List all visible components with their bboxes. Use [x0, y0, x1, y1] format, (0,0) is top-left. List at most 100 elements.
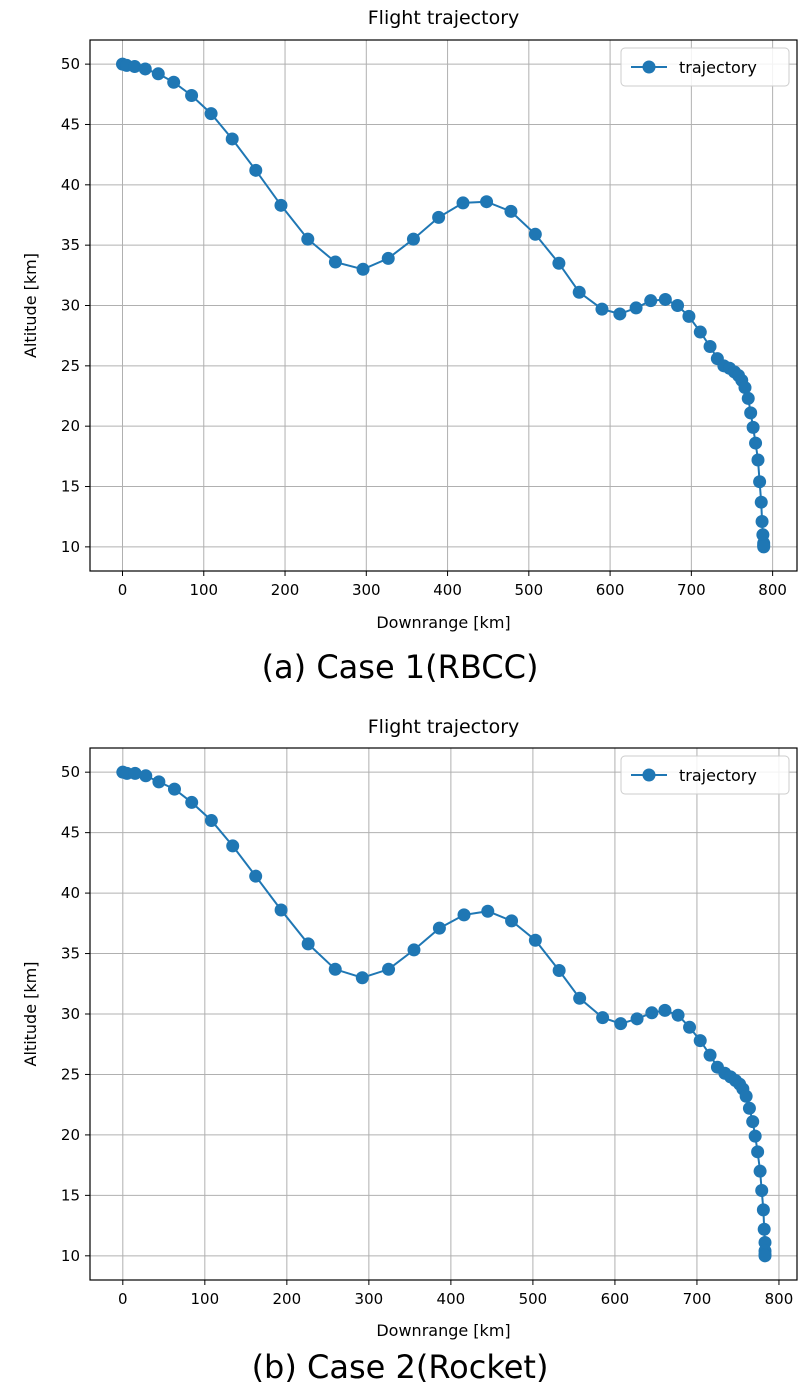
data-point: [755, 1184, 769, 1198]
x-tick-label: 200: [271, 581, 300, 599]
data-point: [505, 914, 519, 928]
data-point: [274, 903, 288, 917]
y-tick-label: 10: [61, 1247, 80, 1265]
data-point: [528, 227, 542, 241]
data-point: [204, 814, 218, 828]
data-point: [758, 1249, 772, 1263]
data-point: [753, 475, 767, 489]
y-tick-label: 30: [61, 297, 80, 315]
data-point: [185, 89, 199, 103]
y-tick-label: 35: [61, 945, 80, 963]
data-point: [432, 210, 446, 224]
y-tick-label: 40: [61, 884, 80, 902]
x-axis-label: Downrange [km]: [376, 613, 510, 632]
data-point: [596, 1011, 610, 1025]
data-point: [751, 453, 765, 467]
x-tick-label: 300: [355, 1290, 384, 1308]
data-point: [741, 391, 755, 405]
data-point: [504, 204, 518, 218]
chart-title: Flight trajectory: [368, 7, 520, 29]
y-tick-label: 40: [61, 176, 80, 194]
y-tick-label: 50: [61, 763, 80, 781]
y-tick-label: 35: [61, 236, 80, 254]
x-tick-label: 0: [118, 581, 128, 599]
x-tick-label: 100: [189, 581, 218, 599]
data-point: [356, 262, 370, 276]
data-point: [630, 1012, 644, 1026]
data-point: [152, 775, 166, 789]
data-point: [185, 795, 199, 809]
y-tick-label: 45: [61, 824, 80, 842]
data-point: [671, 1008, 685, 1022]
x-axis-label: Downrange [km]: [376, 1321, 510, 1340]
x-tick-label: 100: [191, 1290, 220, 1308]
data-point: [671, 299, 685, 312]
data-point: [738, 381, 752, 395]
data-point: [644, 294, 658, 308]
legend-label: trajectory: [679, 58, 757, 77]
x-tick-label: 700: [677, 581, 706, 599]
data-point: [406, 232, 420, 246]
data-point: [754, 495, 768, 509]
legend-marker-swatch: [642, 60, 656, 74]
legend-box: [620, 47, 790, 87]
legend: trajectory: [620, 47, 790, 87]
data-point: [753, 1164, 767, 1178]
figure-caption: (b) Case 2(Rocket): [252, 1348, 549, 1386]
data-point: [552, 256, 566, 270]
data-point: [138, 62, 152, 76]
data-point: [151, 67, 165, 81]
data-point: [595, 302, 609, 316]
y-tick-label: 25: [61, 357, 80, 375]
y-axis-label: Altitude [km]: [21, 253, 40, 358]
data-point: [225, 132, 239, 146]
data-point: [748, 1129, 762, 1143]
data-point: [693, 1034, 707, 1048]
data-point: [274, 198, 288, 212]
y-tick-label: 30: [61, 1005, 80, 1023]
data-point: [204, 107, 218, 121]
data-point: [407, 943, 421, 957]
x-tick-label: 0: [118, 1290, 128, 1308]
data-point: [613, 307, 627, 321]
data-point: [756, 1203, 770, 1217]
x-tick-label: 600: [596, 581, 625, 599]
x-tick-label: 500: [515, 581, 544, 599]
data-point: [457, 908, 471, 922]
y-tick-label: 15: [61, 1186, 80, 1204]
chart-title: Flight trajectory: [368, 716, 520, 738]
data-point: [355, 971, 369, 985]
chart-case-2: 0 100 200 300 400 500 600 700 800 10 15 20 25 30 35 40 4…: [21, 716, 798, 1386]
data-point: [746, 1115, 760, 1129]
x-tick-label: 400: [437, 1290, 466, 1308]
y-tick-label: 15: [61, 478, 80, 496]
x-tick-label: 700: [683, 1290, 712, 1308]
data-point: [658, 1003, 672, 1017]
legend: trajectory: [620, 755, 790, 795]
data-point: [751, 1145, 765, 1159]
data-point: [249, 869, 263, 883]
y-tick-label: 25: [61, 1065, 80, 1083]
data-point: [226, 839, 240, 853]
chart-case-1: 0 100 200 300 400 500 600 700 800 10 15 20 25 30 35 40 4…: [21, 7, 798, 686]
figure-caption: (a) Case 1(RBCC): [262, 648, 539, 686]
data-point: [481, 904, 495, 918]
data-point: [552, 963, 566, 977]
data-point: [749, 436, 763, 450]
x-tick-label: 300: [352, 581, 381, 599]
data-point: [128, 766, 142, 780]
data-point: [381, 251, 395, 265]
legend-label: trajectory: [679, 766, 757, 785]
data-point: [746, 420, 760, 434]
x-tick-label: 500: [519, 1290, 548, 1308]
data-point: [703, 340, 717, 354]
data-point: [744, 406, 758, 420]
x-tick-label: 200: [273, 1290, 302, 1308]
data-point: [301, 232, 315, 246]
x-tick-label: 400: [433, 581, 462, 599]
data-point: [328, 255, 342, 269]
y-tick-label: 10: [61, 538, 80, 556]
data-point: [757, 540, 771, 554]
data-point: [573, 991, 587, 1005]
data-point: [703, 1048, 717, 1062]
